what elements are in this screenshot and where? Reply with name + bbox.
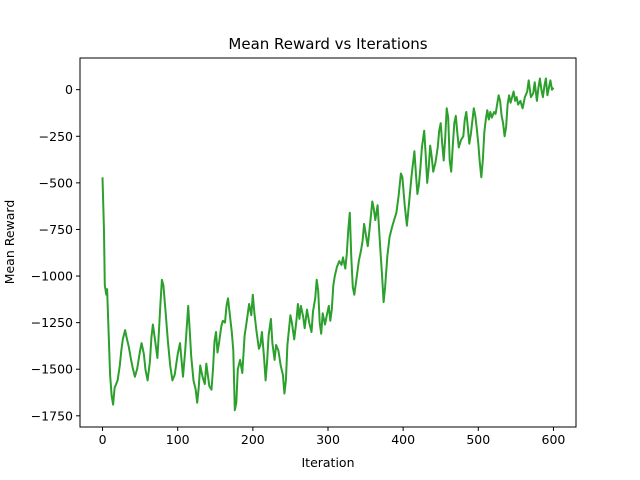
y-tick-label: −1250 <box>31 315 73 330</box>
y-tick-label: −750 <box>39 222 73 237</box>
y-axis-label: Mean Reward <box>2 200 17 285</box>
y-tick-label: −250 <box>39 129 73 144</box>
plot-area: 0 100 200 300 400 500 600 0 −250 −500 −750 −1000 −12… <box>31 57 577 447</box>
x-tick-label: 0 <box>99 432 107 447</box>
x-tick-label: 200 <box>241 432 265 447</box>
y-tick-label: −1750 <box>31 408 73 423</box>
y-tick-label: −500 <box>39 175 73 190</box>
series-line <box>101 77 555 412</box>
x-axis-label: Iteration <box>301 455 354 470</box>
x-tick-label: 300 <box>316 432 340 447</box>
y-tick-label: −1000 <box>31 269 73 284</box>
chart-title: Mean Reward vs Iterations <box>228 35 427 53</box>
y-tick-label: −1500 <box>31 362 73 377</box>
y-tick-label: 0 <box>65 82 73 97</box>
x-tick-label: 500 <box>466 432 490 447</box>
x-tick-label: 400 <box>391 432 415 447</box>
x-tick-label: 100 <box>166 432 190 447</box>
x-tick-label: 600 <box>542 432 566 447</box>
